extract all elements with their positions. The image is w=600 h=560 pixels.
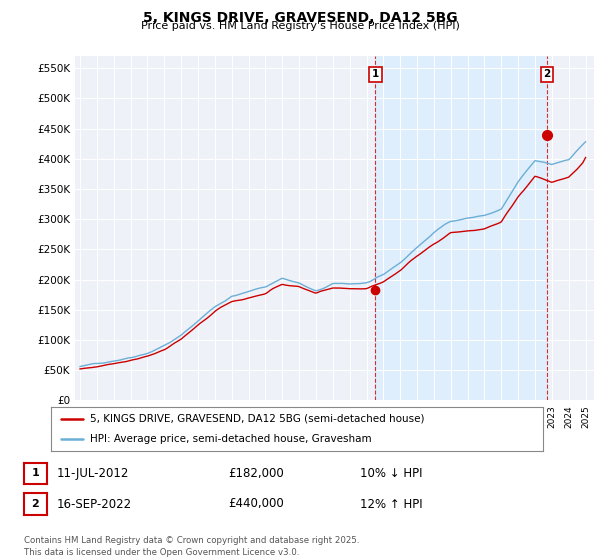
- Bar: [376, 56, 547, 400]
- Text: 10% ↓ HPI: 10% ↓ HPI: [360, 466, 422, 480]
- Text: 5, KINGS DRIVE, GRAVESEND, DA12 5BG: 5, KINGS DRIVE, GRAVESEND, DA12 5BG: [143, 11, 457, 25]
- Text: 2: 2: [544, 69, 551, 80]
- Text: HPI: Average price, semi-detached house, Gravesham: HPI: Average price, semi-detached house,…: [91, 434, 372, 444]
- Text: 1: 1: [372, 69, 379, 80]
- Text: 2: 2: [32, 499, 39, 509]
- Text: £440,000: £440,000: [228, 497, 284, 511]
- Text: 1: 1: [32, 468, 39, 478]
- Text: £182,000: £182,000: [228, 466, 284, 480]
- Text: 5, KINGS DRIVE, GRAVESEND, DA12 5BG (semi-detached house): 5, KINGS DRIVE, GRAVESEND, DA12 5BG (sem…: [91, 414, 425, 424]
- Text: Price paid vs. HM Land Registry's House Price Index (HPI): Price paid vs. HM Land Registry's House …: [140, 21, 460, 31]
- Text: Contains HM Land Registry data © Crown copyright and database right 2025.
This d: Contains HM Land Registry data © Crown c…: [24, 536, 359, 557]
- Text: 12% ↑ HPI: 12% ↑ HPI: [360, 497, 422, 511]
- Text: 11-JUL-2012: 11-JUL-2012: [57, 466, 130, 480]
- Text: 16-SEP-2022: 16-SEP-2022: [57, 497, 132, 511]
